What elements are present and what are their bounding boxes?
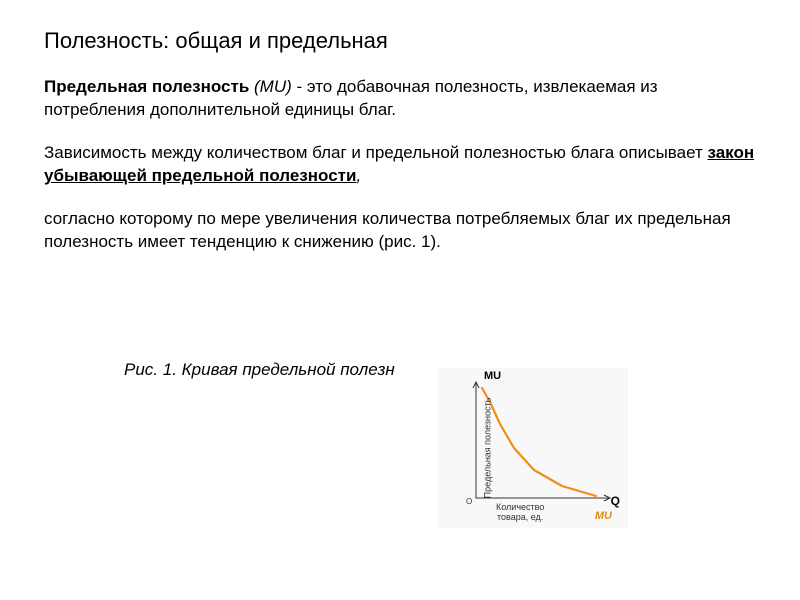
q-axis-label: Q	[611, 494, 620, 508]
slide-title: Полезность: общая и предельная	[44, 28, 756, 54]
origin-label: O	[466, 497, 472, 506]
mu-label-top: MU	[484, 370, 501, 382]
paragraph-law: Зависимость между количеством благ и пре…	[44, 142, 756, 188]
paragraph-definition: Предельная полезность (MU) - это добавоч…	[44, 76, 756, 122]
term-mu-name: Предельная полезность	[44, 77, 249, 96]
law-lead: Зависимость между количеством благ и пре…	[44, 143, 708, 162]
slide: Полезность: общая и предельная Предельна…	[0, 0, 800, 600]
mu-label-bottom: MU	[595, 510, 612, 522]
figure-caption: Рис. 1. Кривая предельной полезн	[124, 360, 395, 380]
mu-chart: MU Предельная полезность O Q MU Количест…	[438, 368, 628, 528]
figure-row: Рис. 1. Кривая предельной полезн	[44, 280, 756, 380]
x-axis-label-line1: Количество	[496, 502, 544, 512]
y-axis-label: Предельная полезность	[482, 398, 492, 499]
x-axis-label-line2: товара, ед.	[497, 512, 543, 522]
paragraph-explain: согласно которому по мере увеличения кол…	[44, 208, 756, 254]
law-comma: ,	[356, 166, 361, 185]
x-axis-label: Количество товара, ед.	[496, 503, 544, 523]
term-mu-abbr: (MU)	[249, 77, 296, 96]
